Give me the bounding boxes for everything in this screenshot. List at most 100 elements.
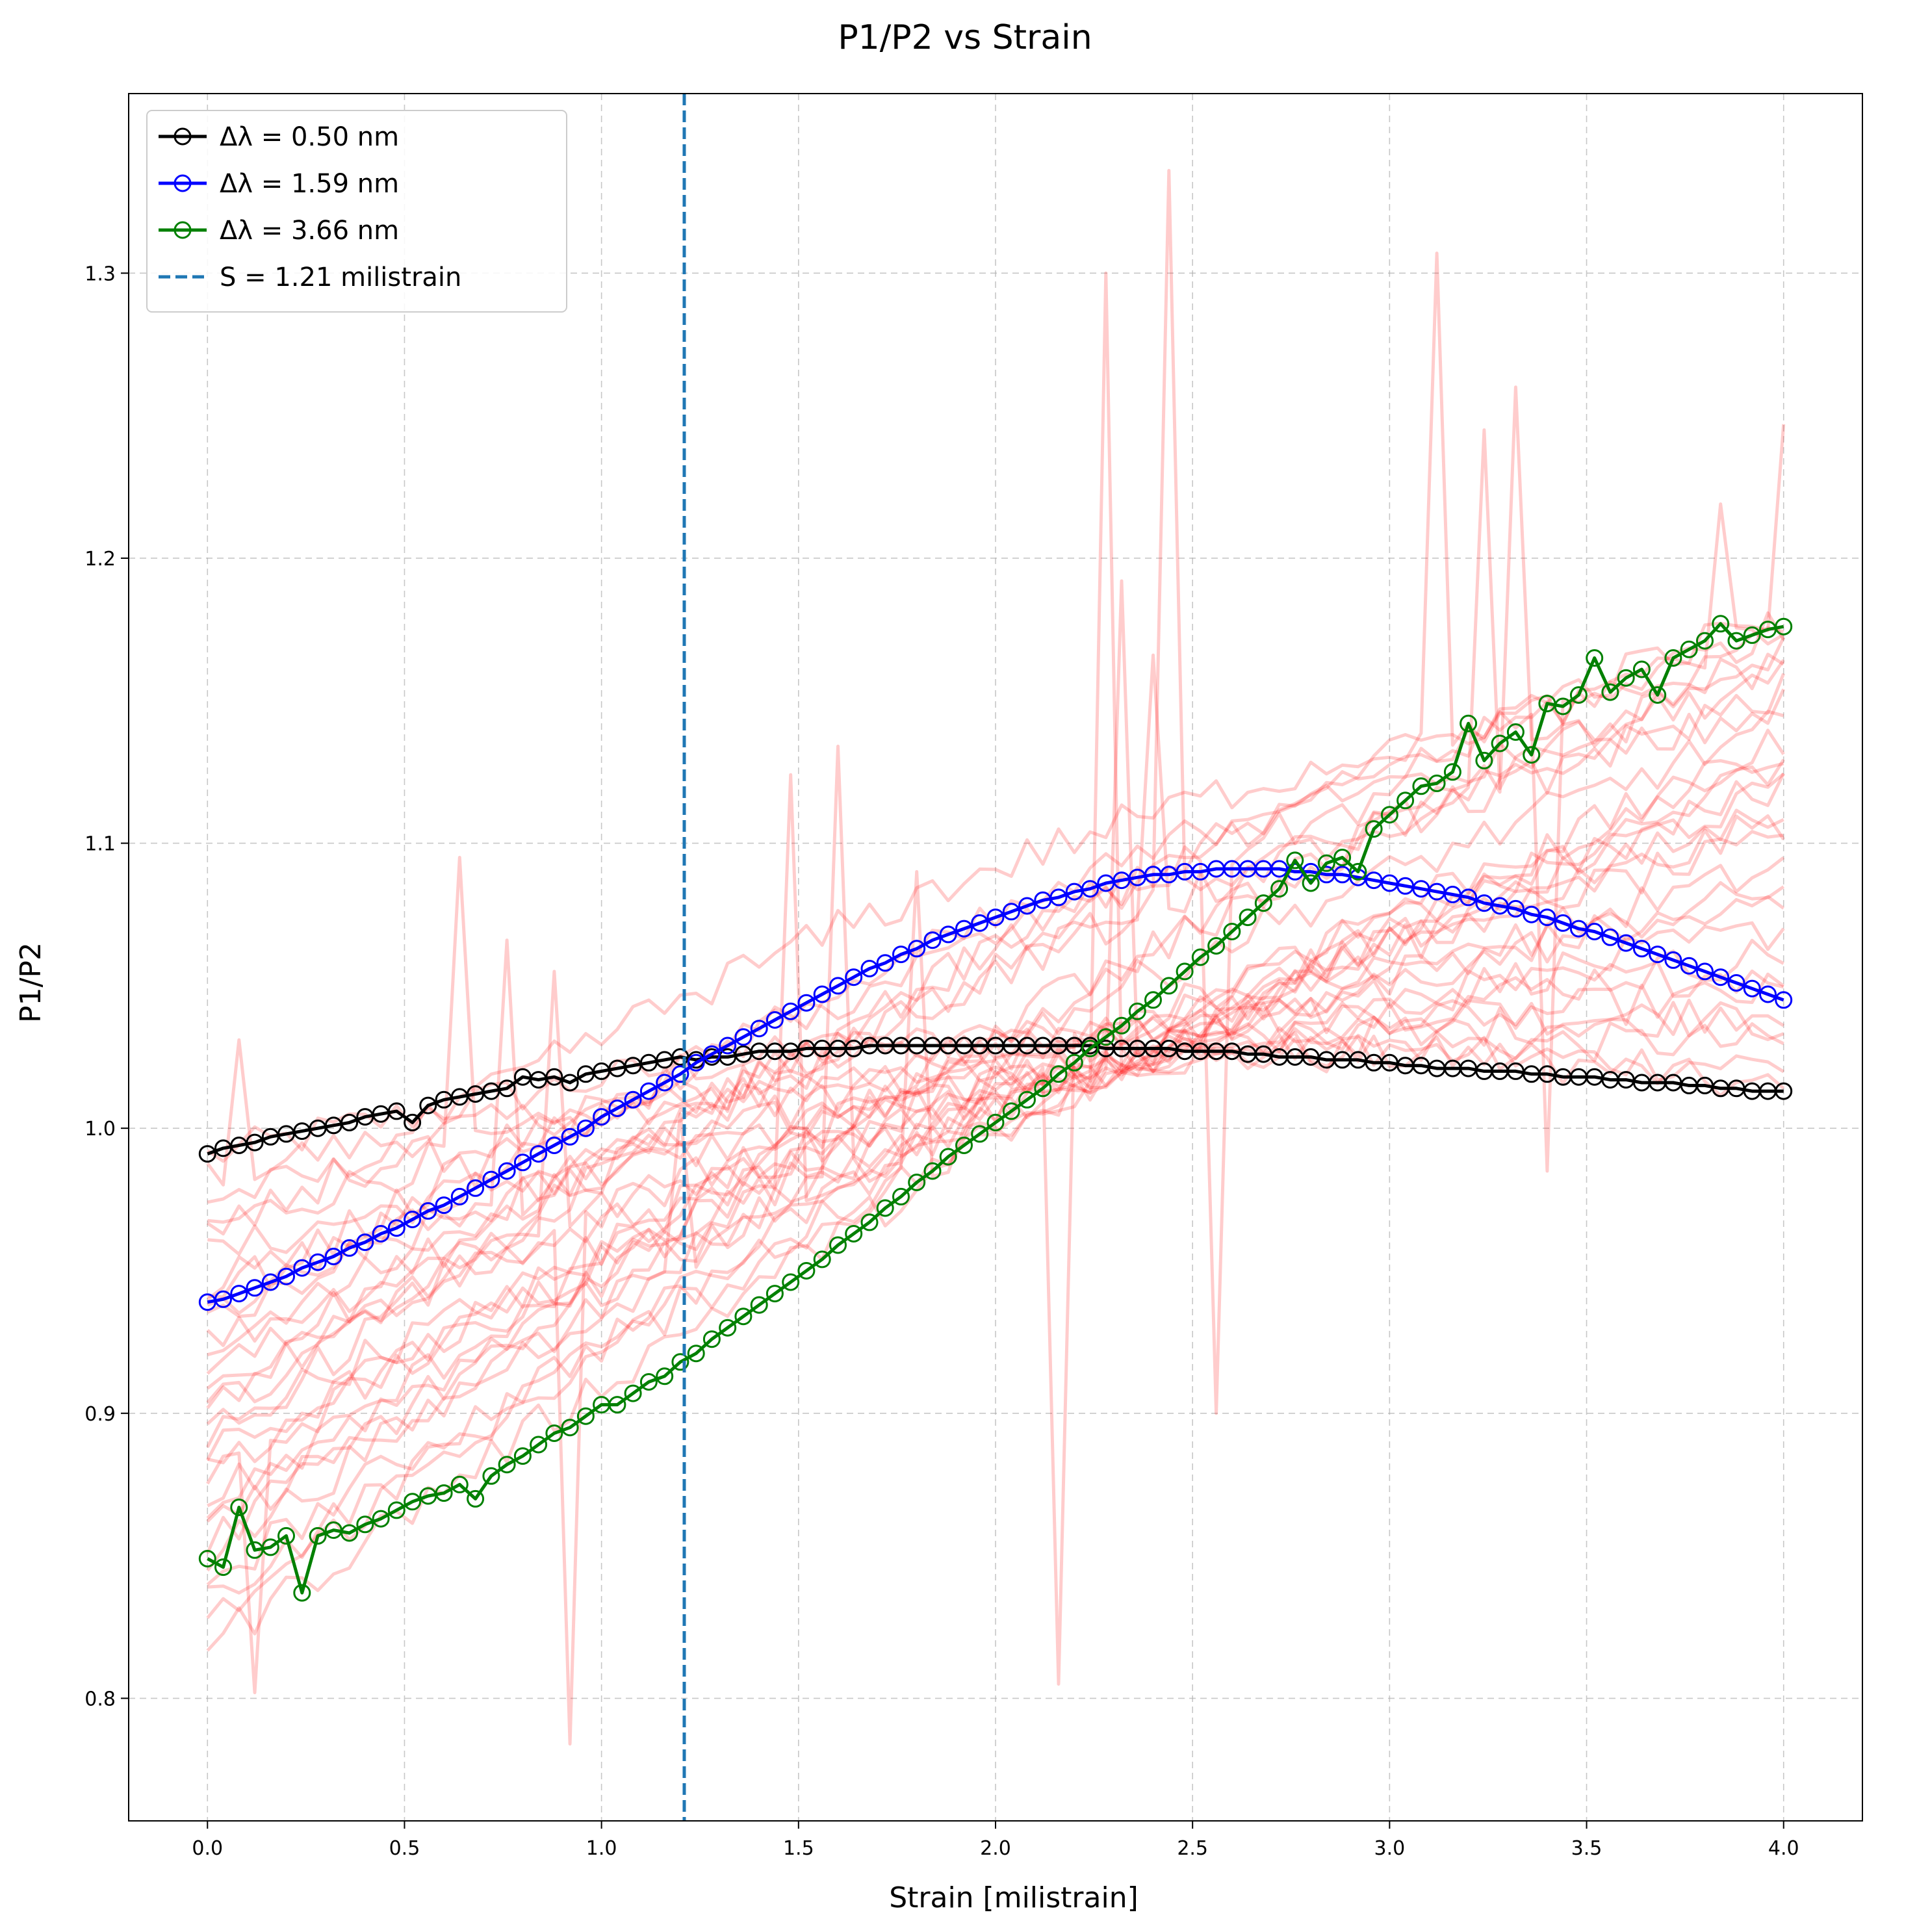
background-trace [206,385,1784,1554]
data-point [1680,957,1698,975]
background-trace [206,773,1785,1586]
data-point [1696,632,1714,650]
data-point [293,1584,311,1602]
data-point [372,1225,390,1243]
data-point [1176,962,1194,981]
data-point [892,1187,910,1205]
data-point [1632,660,1651,678]
data-point [639,1373,658,1391]
data-point [734,1028,753,1046]
data-point [1554,914,1572,932]
data-point [813,985,831,1003]
data-point [198,1550,216,1567]
data-point [624,1090,642,1109]
y-tick-label: 1.1 [84,833,116,856]
data-point [356,1233,374,1252]
data-point [1727,632,1745,650]
data-point [829,977,847,995]
data-point [639,1082,658,1100]
data-point [1775,1082,1793,1100]
data-point [1506,899,1525,918]
chart-title: P1/P2 vs Strain [838,18,1092,57]
data-point [750,1020,768,1038]
y-tick-label: 1.2 [84,548,116,571]
data-point [1428,774,1446,792]
data-point [530,1436,548,1454]
x-tick-label: 3.0 [1374,1837,1406,1860]
data-point [829,1236,847,1254]
background-traces [206,168,1786,1746]
data-point [246,1133,264,1152]
data-point [545,1424,563,1442]
data-point [1081,880,1099,898]
data-point [1743,626,1761,644]
data-point [387,1219,405,1237]
data-point [246,1279,264,1297]
data-point [1712,615,1730,633]
background-trace [206,1035,1785,1187]
x-tick-label: 1.0 [586,1837,617,1860]
data-point [1696,962,1714,981]
data-point [467,1179,485,1197]
data-point [939,925,957,944]
data-point [876,1199,894,1217]
data-point [498,1456,516,1474]
data-point [561,1419,579,1437]
data-point [1396,792,1415,810]
x-axis-ticks: 0.0 0.5 1.0 1.5 2.0 2.5 3.0 3.5 4.0 [192,1821,1799,1860]
legend-marker [174,174,192,192]
data-point [908,1174,926,1191]
background-trace [207,271,1785,1595]
data-point [1317,854,1335,872]
background-trace [206,772,1785,1686]
data-point [450,1475,469,1493]
legend-marker [174,127,192,146]
data-point [1128,1002,1146,1020]
data-point [1286,851,1304,869]
data-point [387,1501,405,1519]
data-point [214,1290,232,1308]
data-point [482,1170,500,1189]
data-point [198,1145,216,1163]
data-point [482,1467,500,1485]
data-point [1601,928,1619,946]
data-point [955,1137,973,1154]
data-point [309,1253,327,1271]
data-point [404,1113,422,1131]
data-point [923,1162,942,1180]
background-trace [206,428,1785,1519]
data-point [766,1285,784,1303]
data-point [1664,649,1682,667]
data-point [1586,649,1604,667]
data-point [1049,888,1068,907]
data-point [939,1148,957,1166]
data-point [955,920,973,938]
data-point [1601,683,1619,701]
data-point [341,1524,359,1542]
data-point [608,1396,626,1414]
data-point [1160,977,1178,995]
data-point [341,1239,359,1257]
data-point [1049,1065,1068,1083]
data-point [372,1510,390,1528]
data-point [513,1153,532,1172]
data-point [387,1102,405,1120]
data-point [671,1353,689,1371]
data-point [1680,640,1698,658]
data-point [1759,985,1777,1003]
data-point [593,1108,611,1126]
x-tick-label: 2.5 [1177,1837,1208,1860]
data-point [702,1330,721,1348]
data-point [1586,923,1604,940]
data-point [545,1137,563,1154]
data-point [309,1526,327,1545]
data-point [986,908,1005,927]
data-point [687,1345,705,1363]
data-point [892,946,910,964]
legend: Δλ = 0.50 nm Δλ = 1.59 nm Δλ = 3.66 nm S = … [146,110,567,313]
y-tick-label: 1.3 [84,263,116,285]
data-point [1349,862,1367,881]
data-point [702,1045,721,1063]
data-point [419,1096,437,1114]
data-point [1775,991,1793,1009]
